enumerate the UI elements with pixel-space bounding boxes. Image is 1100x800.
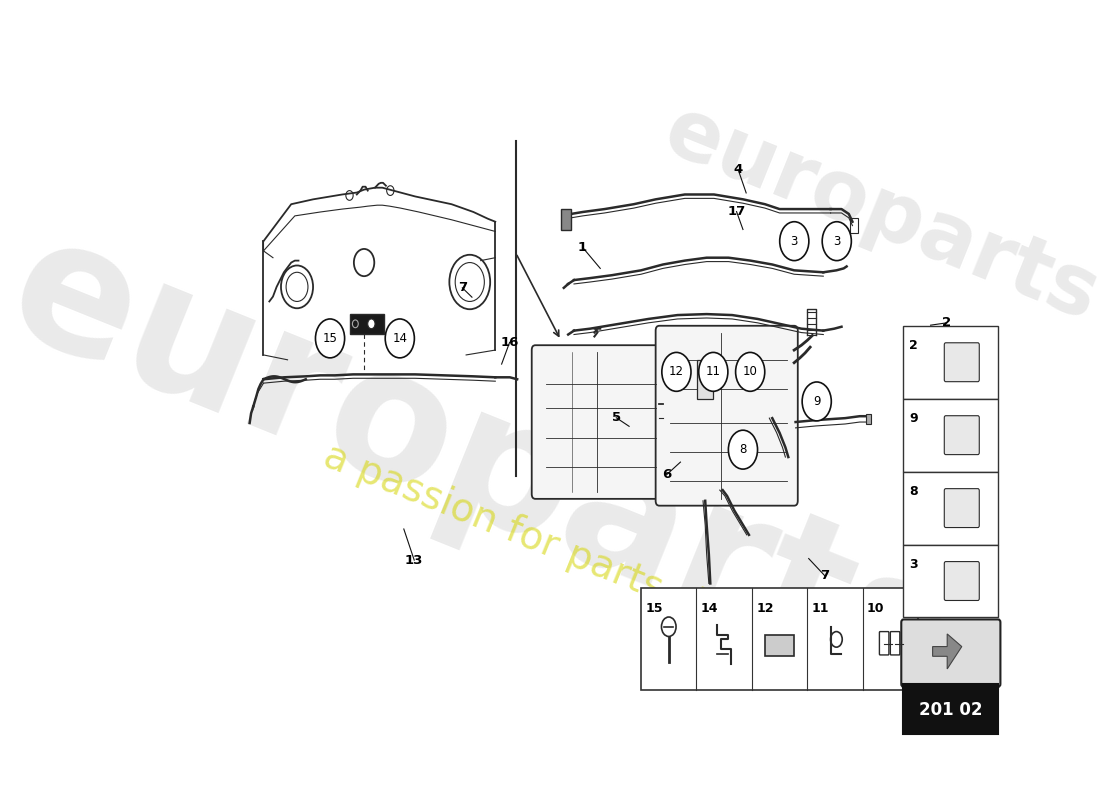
Circle shape: [780, 222, 808, 261]
Text: 11: 11: [812, 602, 829, 615]
Text: 2: 2: [942, 316, 952, 330]
Text: 15: 15: [646, 602, 663, 615]
Text: 13: 13: [405, 554, 424, 566]
Text: europarts: europarts: [0, 198, 976, 735]
FancyBboxPatch shape: [903, 545, 998, 618]
FancyBboxPatch shape: [903, 684, 998, 734]
Text: 17: 17: [727, 205, 746, 218]
FancyBboxPatch shape: [944, 342, 979, 382]
FancyBboxPatch shape: [903, 398, 998, 472]
Text: 9: 9: [910, 412, 917, 426]
Text: a passion for parts since 1985: a passion for parts since 1985: [318, 437, 877, 692]
Circle shape: [316, 319, 344, 358]
Text: 9: 9: [813, 395, 821, 408]
Text: 7: 7: [821, 569, 829, 582]
FancyBboxPatch shape: [641, 588, 918, 690]
FancyBboxPatch shape: [879, 631, 889, 655]
FancyBboxPatch shape: [350, 314, 385, 334]
FancyBboxPatch shape: [656, 326, 798, 506]
FancyBboxPatch shape: [764, 634, 794, 656]
Text: 16: 16: [500, 336, 519, 349]
Text: 7: 7: [458, 282, 466, 294]
FancyBboxPatch shape: [903, 326, 998, 398]
Text: 10: 10: [867, 602, 884, 615]
Text: 3: 3: [833, 234, 840, 248]
Text: 11: 11: [706, 366, 721, 378]
Text: 4: 4: [734, 163, 742, 176]
Text: 14: 14: [393, 332, 407, 345]
FancyBboxPatch shape: [944, 416, 979, 454]
Circle shape: [698, 353, 728, 391]
FancyBboxPatch shape: [944, 562, 979, 601]
Circle shape: [728, 430, 758, 469]
FancyBboxPatch shape: [531, 346, 667, 499]
Text: 12: 12: [756, 602, 773, 615]
FancyBboxPatch shape: [944, 489, 979, 527]
Circle shape: [661, 617, 676, 637]
Text: 5: 5: [612, 411, 620, 424]
Text: 201 02: 201 02: [920, 701, 982, 718]
Text: 10: 10: [742, 366, 758, 378]
Text: 3: 3: [910, 558, 917, 571]
Polygon shape: [933, 634, 961, 669]
FancyBboxPatch shape: [901, 619, 1000, 686]
Text: 12: 12: [669, 366, 684, 378]
FancyBboxPatch shape: [903, 472, 998, 545]
Circle shape: [367, 319, 375, 329]
Circle shape: [736, 353, 764, 391]
Circle shape: [662, 353, 691, 391]
Circle shape: [802, 382, 832, 421]
Circle shape: [822, 222, 851, 261]
Text: 6: 6: [662, 468, 671, 481]
Text: europarts: europarts: [652, 90, 1100, 338]
Text: 1: 1: [578, 241, 587, 254]
Text: 3: 3: [791, 234, 798, 248]
Text: 14: 14: [701, 602, 718, 615]
FancyBboxPatch shape: [890, 631, 900, 655]
Text: 15: 15: [322, 332, 338, 345]
FancyBboxPatch shape: [561, 209, 571, 230]
Text: 8: 8: [739, 443, 747, 456]
Text: 8: 8: [910, 486, 917, 498]
Text: 2: 2: [910, 339, 918, 352]
FancyBboxPatch shape: [697, 360, 713, 398]
Circle shape: [385, 319, 415, 358]
FancyBboxPatch shape: [866, 414, 871, 424]
